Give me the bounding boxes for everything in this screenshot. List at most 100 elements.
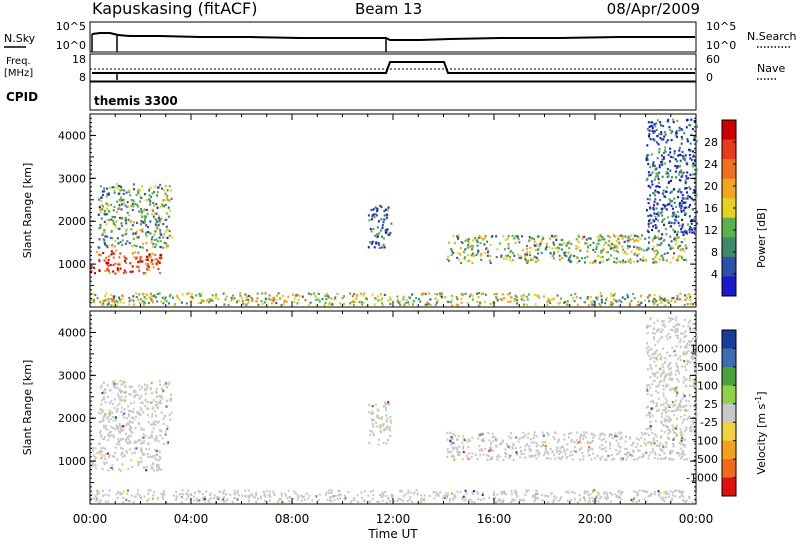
range-gate-cell [122, 490, 125, 493]
range-gate-cell [642, 455, 645, 458]
range-gate-cell [556, 450, 559, 454]
range-gate-cell [424, 292, 427, 296]
range-gate-cell [647, 158, 649, 161]
range-gate-cell [549, 301, 552, 305]
range-gate-cell [583, 496, 585, 499]
range-gate-cell [107, 255, 110, 258]
range-gate-cell [112, 186, 115, 189]
range-gate-cell [597, 236, 600, 239]
range-gate-cell [121, 455, 124, 458]
range-gate-cell [620, 437, 623, 440]
range-gate-cell [166, 228, 169, 231]
range-gate-cell [158, 455, 161, 458]
range-gate-cell [664, 441, 667, 444]
range-gate-cell [373, 303, 376, 306]
range-gate-cell [159, 232, 162, 235]
range-gate-cell [328, 489, 331, 492]
range-gate-cell [198, 491, 201, 494]
range-gate-cell [468, 440, 471, 443]
range-gate-cell [648, 355, 651, 358]
range-gate-cell [170, 236, 173, 239]
range-gate-cell [526, 303, 528, 306]
range-gate-cell [156, 292, 159, 296]
range-gate-cell [408, 296, 411, 299]
range-gate-cell [550, 298, 553, 301]
range-gate-cell [655, 122, 658, 125]
range-gate-cell [224, 499, 227, 502]
range-gate-cell [484, 251, 487, 254]
range-gate-cell [164, 242, 167, 245]
range-gate-cell [479, 433, 482, 437]
range-gate-cell [113, 223, 116, 226]
range-gate-cell [129, 440, 132, 443]
range-gate-cell [445, 492, 448, 495]
range-gate-cell [117, 242, 120, 245]
range-gate-cell [144, 272, 147, 275]
range-gate-cell [101, 208, 104, 211]
range-gate-cell [256, 292, 259, 295]
range-gate-cell [672, 491, 674, 494]
range-gate-cell [158, 450, 161, 454]
range-gate-cell [372, 434, 375, 437]
range-gate-cell [509, 454, 511, 457]
range-gate-cell [686, 197, 689, 200]
range-gate-cell [339, 493, 342, 496]
range-gate-cell [647, 202, 650, 205]
range-gate-cell [685, 212, 688, 215]
range-gate-cell [660, 355, 663, 358]
range-gate-cell [148, 189, 151, 192]
range-gate-cell [632, 442, 635, 446]
range-gate-cell [684, 244, 687, 247]
range-gate-cell [613, 234, 616, 237]
range-gate-cell [645, 414, 648, 417]
range-gate-cell [633, 234, 636, 237]
range-gate-cell [187, 292, 190, 295]
range-gate-cell [649, 198, 652, 201]
range-gate-cell [375, 415, 378, 418]
range-gate-cell [131, 411, 134, 414]
range-gate-cell [575, 245, 578, 248]
range-gate-cell [604, 241, 607, 244]
range-gate-cell [399, 498, 402, 501]
range-gate-cell [654, 343, 657, 346]
range-gate-cell [568, 257, 571, 260]
range-gate-cell [165, 246, 168, 249]
range-gate-cell [143, 215, 146, 218]
range-gate-cell [119, 252, 122, 255]
range-gate-cell [199, 294, 202, 297]
range-gate-cell [636, 254, 639, 257]
range-gate-cell [294, 492, 297, 495]
range-gate-cell [683, 408, 686, 411]
range-gate-cell [153, 410, 156, 413]
range-gate-cell [661, 336, 663, 339]
range-gate-cell [112, 252, 115, 255]
range-gate-cell [577, 246, 580, 249]
range-gate-cell [665, 490, 668, 493]
range-gate-cell [633, 458, 636, 461]
range-gate-cell [128, 414, 130, 417]
range-gate-cell [132, 299, 135, 302]
range-gate-cell [571, 458, 574, 461]
range-gate-cell [360, 491, 363, 494]
colorbar-tick-label: 1000 [690, 342, 718, 355]
range-gate-cell [453, 434, 456, 437]
range-gate-cell [103, 463, 106, 466]
range-gate-cell [111, 244, 114, 248]
range-gate-cell [126, 417, 129, 420]
range-gate-cell [166, 442, 169, 445]
range-gate-cell [100, 412, 102, 415]
range-gate-cell [334, 494, 337, 497]
range-gate-cell [424, 303, 427, 306]
range-gate-cell [584, 242, 587, 245]
range-gate-cell [649, 173, 652, 176]
range-gate-cell [656, 354, 659, 357]
range-gate-cell [693, 430, 696, 433]
range-gate-cell [613, 257, 616, 260]
range-gate-cell [126, 201, 129, 204]
range-gate-cell [502, 257, 505, 260]
range-gate-cell [151, 401, 153, 404]
range-gate-cell [683, 336, 686, 339]
range-gate-cell [691, 356, 694, 359]
range-gate-cell [99, 185, 102, 188]
range-gate-cell [657, 143, 660, 146]
